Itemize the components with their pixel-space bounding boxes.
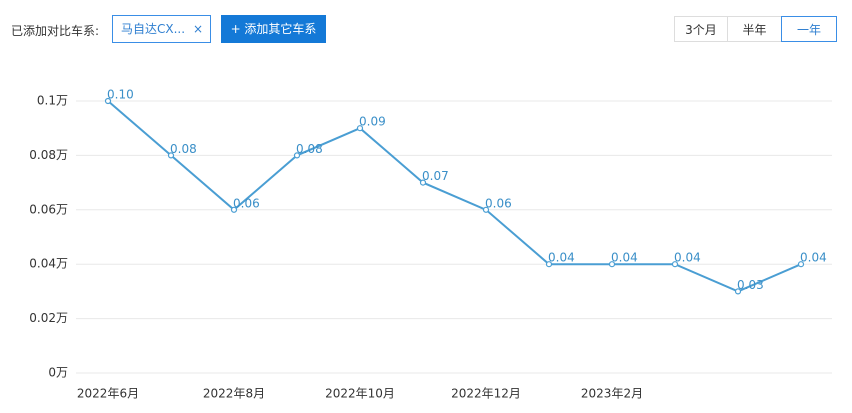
x-tick-label: 2022年8月 — [203, 387, 265, 401]
point — [230, 206, 238, 213]
value-label: 0.07 — [422, 169, 449, 183]
point — [482, 206, 490, 213]
x-tick-label: 2022年10月 — [325, 387, 395, 401]
point — [608, 261, 616, 268]
series-chip[interactable]: 马自达CX... × — [112, 15, 211, 43]
x-tick-label: 2022年12月 — [451, 387, 521, 401]
value-label: 0.04 — [800, 251, 827, 265]
value-label: 0.04 — [548, 251, 575, 265]
y-tick-label: 0.04万 — [29, 257, 68, 271]
x-tick-label: 2022年6月 — [77, 387, 139, 401]
y-tick-label: 0.02万 — [29, 311, 68, 325]
compare-label: 已添加对比车系: — [11, 24, 100, 38]
add-button[interactable]: + 添加其它车系 — [221, 15, 326, 43]
value-label: 0.03 — [737, 278, 764, 292]
point — [293, 152, 301, 159]
y-tick-label: 0万 — [48, 366, 68, 380]
value-label: 0.08 — [170, 142, 197, 156]
point — [356, 125, 364, 132]
point — [104, 97, 112, 105]
chip-close[interactable]: × — [192, 22, 203, 36]
chip-text: 马自达CX... — [121, 22, 186, 36]
point — [797, 261, 805, 268]
range-tab[interactable]: 一年 — [781, 16, 837, 42]
value-label: 0.08 — [296, 142, 323, 156]
y-tick-label: 0.06万 — [29, 202, 68, 216]
y-tick-label: 0.08万 — [29, 148, 68, 162]
value-label: 0.09 — [359, 115, 386, 129]
value-label: 0.06 — [233, 196, 260, 210]
point — [167, 152, 175, 159]
point — [419, 179, 427, 186]
value-label: 0.04 — [674, 251, 701, 265]
value-label: 0.04 — [611, 251, 638, 265]
point — [671, 261, 679, 268]
line — [107, 100, 802, 293]
x-tick-label: 2023年2月 — [581, 387, 643, 401]
value-label: 0.06 — [485, 196, 512, 210]
y-tick-label: 0.1万 — [37, 94, 68, 108]
point — [545, 261, 553, 268]
point — [734, 288, 742, 295]
value-label: 0.10 — [107, 88, 134, 102]
